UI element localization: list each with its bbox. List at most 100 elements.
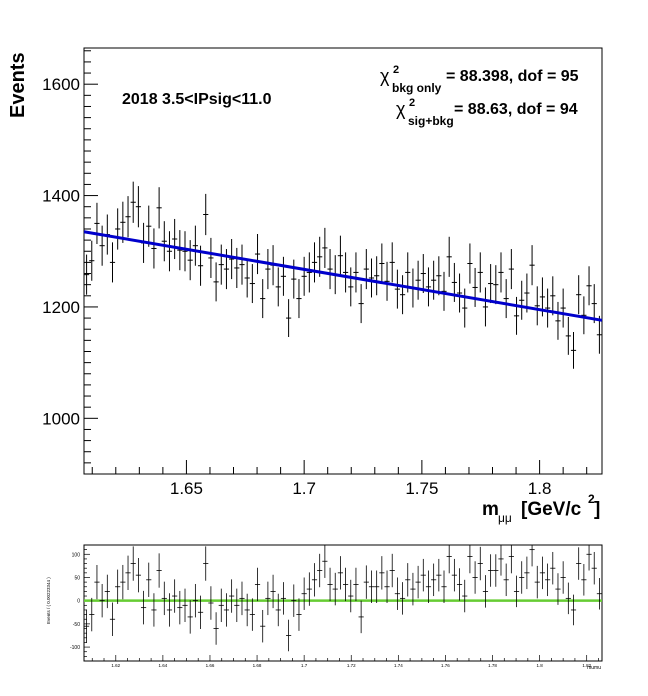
- residual-point: [301, 577, 307, 610]
- data-point: [327, 249, 333, 290]
- residual-point: [539, 556, 546, 590]
- data-point: [508, 249, 514, 290]
- data-point: [596, 315, 602, 354]
- data-point: [576, 275, 582, 315]
- residual-point: [280, 582, 287, 615]
- residual-y-axis-ticks: 100 50 0 -50 -100: [70, 549, 90, 657]
- main-fit-line: [83, 230, 603, 322]
- main-x-axis-label: m μμ [GeV/c 2 ]: [482, 492, 600, 525]
- residual-point: [493, 554, 499, 587]
- residual-point: [177, 590, 183, 625]
- data-point: [94, 202, 100, 245]
- chi2-sig-value: = 88.63, dof = 94: [454, 101, 578, 118]
- chi2-bkg-sub: bkg only: [392, 81, 442, 95]
- residual-point: [431, 563, 437, 597]
- residual-point: [508, 545, 514, 574]
- data-point: [275, 267, 281, 307]
- data-point: [348, 267, 354, 307]
- data-point: [254, 233, 261, 275]
- x-tick-label: 1.65: [170, 479, 203, 498]
- data-point: [291, 259, 297, 299]
- data-point: [513, 296, 520, 335]
- data-point: [135, 186, 141, 228]
- chi2-sig-sup: 2: [409, 97, 415, 109]
- data-point: [192, 225, 198, 266]
- residual-point: [327, 567, 333, 602]
- chi2-sig-sub: sig+bkg: [408, 114, 454, 128]
- data-point: [591, 284, 597, 324]
- data-point: [337, 235, 343, 276]
- res-x-tick-label: 1.82: [582, 663, 591, 668]
- residual-point: [130, 546, 136, 581]
- residual-point: [343, 567, 349, 602]
- data-point: [570, 332, 577, 369]
- data-point: [586, 266, 592, 306]
- residual-point: [203, 546, 209, 581]
- data-point: [120, 201, 126, 243]
- data-point: [358, 284, 364, 324]
- data-point: [415, 260, 421, 300]
- data-point: [280, 256, 287, 296]
- residual-point: [565, 582, 571, 615]
- data-point: [394, 269, 400, 309]
- data-point: [161, 221, 167, 262]
- data-point: [368, 258, 375, 298]
- chi2-sig-symbol: χ: [396, 99, 406, 119]
- data-point: [306, 252, 312, 293]
- residual-point: [581, 564, 587, 596]
- main-y-axis-ticks: 1000 1200 1400 1600: [42, 50, 98, 464]
- residual-point: [379, 556, 385, 590]
- data-point: [317, 236, 323, 277]
- res-x-tick-label: 1.62: [111, 663, 120, 668]
- residual-point: [586, 545, 592, 571]
- residual-point: [239, 581, 245, 616]
- residual-point: [534, 565, 540, 599]
- res-x-tick-label: 1.78: [488, 663, 497, 668]
- data-point: [146, 205, 152, 247]
- residual-point: [234, 588, 240, 623]
- data-point: [456, 273, 463, 313]
- data-point: [436, 256, 442, 296]
- y-tick-label: 1400: [42, 187, 80, 206]
- residual-point: [213, 612, 219, 645]
- data-point: [130, 181, 136, 223]
- data-point: [425, 267, 432, 307]
- data-point: [234, 247, 240, 289]
- residual-point: [166, 593, 173, 627]
- residual-point: [441, 570, 447, 603]
- x-tick-label: 1.7: [292, 479, 316, 498]
- y-tick-label: 1200: [42, 298, 80, 317]
- residual-point: [249, 598, 255, 631]
- residual-point: [389, 553, 395, 588]
- residual-point: [156, 553, 162, 588]
- residual-data-points: [84, 545, 602, 652]
- residual-point: [353, 567, 359, 602]
- data-point: [115, 208, 121, 250]
- xlabel-unit: [GeV/c: [521, 499, 582, 520]
- residual-point: [348, 579, 354, 613]
- residual-point: [363, 565, 369, 599]
- residual-point: [265, 581, 271, 616]
- residual-point: [218, 588, 224, 623]
- residual-point: [151, 593, 157, 627]
- residual-point: [337, 556, 343, 590]
- data-point: [441, 271, 447, 311]
- residual-point: [135, 557, 141, 593]
- data-point: [503, 279, 509, 319]
- res-x-tick-label: 1.7: [301, 663, 308, 668]
- residual-point: [425, 570, 432, 603]
- residual-point: [545, 563, 551, 597]
- residual-point: [208, 586, 214, 620]
- y-tick-label: 1000: [42, 409, 80, 428]
- residual-point: [322, 545, 328, 578]
- data-point: [177, 230, 183, 271]
- data-point: [467, 243, 473, 284]
- residual-point: [192, 583, 198, 618]
- data-point: [151, 228, 157, 269]
- data-point: [203, 193, 209, 236]
- x-tick-label: 1.8: [528, 479, 552, 498]
- residual-point: [84, 609, 90, 643]
- residual-point: [115, 569, 121, 604]
- residual-point: [374, 570, 380, 603]
